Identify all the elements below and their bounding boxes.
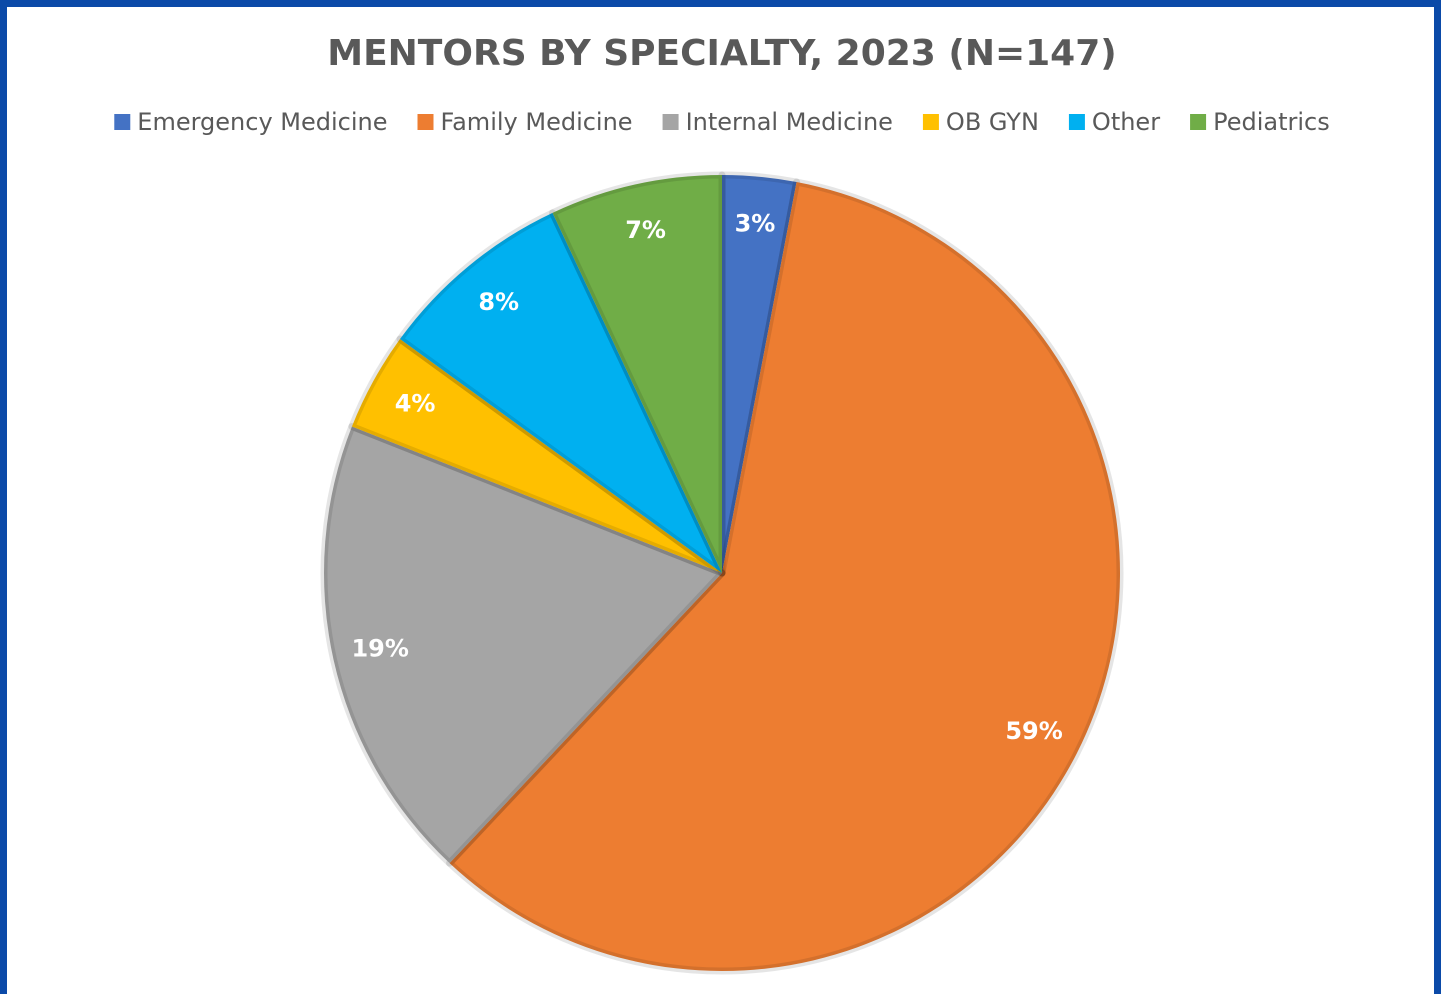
data-label: 59% bbox=[1005, 717, 1062, 745]
legend-swatch bbox=[922, 114, 939, 130]
data-label: 19% bbox=[351, 634, 408, 662]
pie-slice-edge bbox=[320, 422, 726, 867]
legend-swatch bbox=[1190, 114, 1207, 130]
legend: Emergency Medicine Family Medicine Interna… bbox=[114, 108, 1330, 136]
legend-label: Pediatrics bbox=[1213, 108, 1330, 136]
chart-title: MENTORS BY SPECIALTY, 2023 (N=147) bbox=[327, 33, 1116, 74]
legend-swatch bbox=[114, 114, 131, 130]
legend-label: OB GYN bbox=[946, 108, 1039, 136]
data-label: 3% bbox=[735, 209, 776, 237]
legend-swatch bbox=[417, 114, 434, 130]
pie-slice bbox=[351, 339, 722, 573]
legend-label: Internal Medicine bbox=[686, 108, 893, 136]
legend-label: Family Medicine bbox=[441, 108, 633, 136]
pie-slice-edge bbox=[446, 178, 1124, 975]
legend-swatch bbox=[1068, 114, 1085, 130]
pie-slice bbox=[400, 212, 722, 573]
data-label: 8% bbox=[478, 288, 519, 316]
data-label: 7% bbox=[625, 216, 666, 244]
pie-slice-edge bbox=[718, 171, 801, 577]
pie-slice bbox=[722, 175, 797, 573]
pie-slice bbox=[323, 426, 722, 864]
pie-slice-edge bbox=[348, 335, 726, 577]
pie-slice bbox=[449, 182, 1120, 971]
pie-slice bbox=[552, 175, 722, 573]
legend-label: Other bbox=[1092, 108, 1160, 136]
data-label: 4% bbox=[395, 389, 436, 417]
pie-slice-edge bbox=[549, 171, 726, 577]
legend-swatch bbox=[662, 114, 679, 130]
legend-label: Emergency Medicine bbox=[137, 108, 387, 136]
pie-slice-edge bbox=[396, 209, 726, 577]
